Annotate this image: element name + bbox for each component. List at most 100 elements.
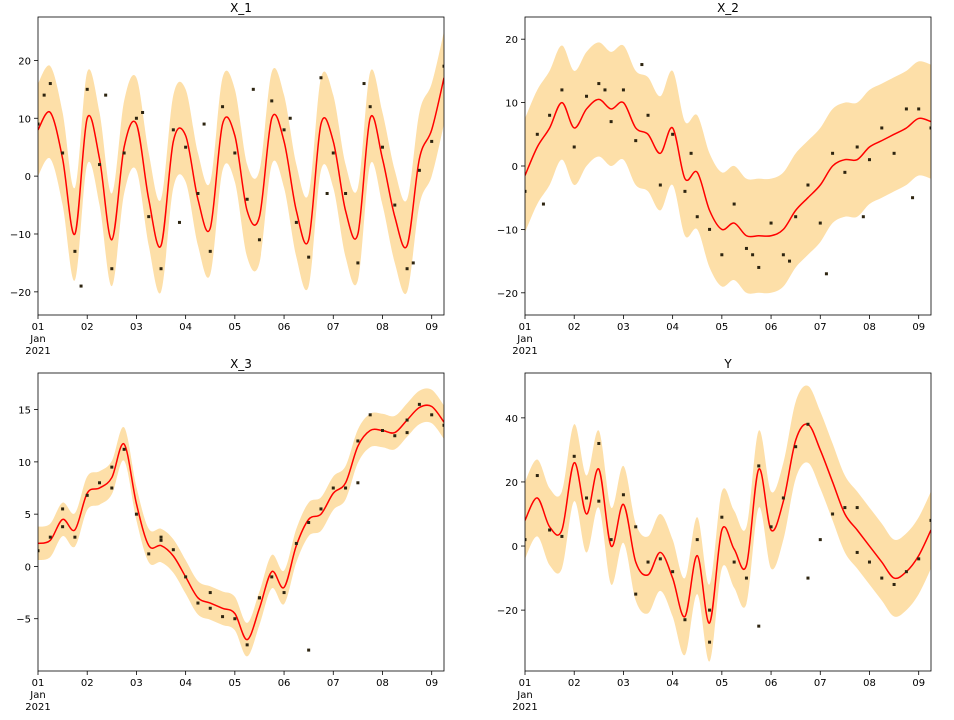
x-tick-label: 02 [568, 322, 581, 333]
x-tick-label: 01 [519, 678, 532, 689]
data-point [257, 596, 261, 600]
x-tick-label: 03 [617, 322, 630, 333]
data-point [720, 253, 724, 257]
data-point [233, 617, 237, 621]
x-tick-label: 06 [765, 678, 778, 689]
data-point [245, 643, 249, 647]
data-point [319, 76, 323, 80]
x-tick-label: 05 [715, 678, 728, 689]
data-point [929, 126, 931, 130]
data-point [368, 105, 372, 109]
data-point [79, 284, 83, 288]
data-point [818, 221, 822, 225]
x-tick-label: 07 [327, 322, 340, 333]
x-tick-label: 07 [814, 678, 827, 689]
x-tick-month: Jan [29, 334, 45, 345]
y-tick-label: −20 [10, 288, 31, 299]
data-point [548, 113, 552, 117]
data-point [184, 575, 188, 579]
data-point [683, 618, 687, 622]
x-tick-label: 04 [179, 322, 192, 333]
plot-area [38, 388, 444, 657]
x-tick-label: 06 [278, 322, 291, 333]
data-point [208, 606, 212, 610]
data-point [122, 151, 126, 155]
data-point [843, 170, 847, 174]
data-point [548, 528, 552, 532]
x-tick-label: 05 [228, 678, 241, 689]
data-point [535, 132, 539, 136]
data-point [104, 93, 108, 97]
data-point [356, 481, 360, 485]
chart-title: Y [723, 357, 732, 371]
data-point [781, 496, 785, 500]
data-point [98, 481, 102, 485]
x-tick-label: 05 [228, 322, 241, 333]
data-point [757, 265, 761, 269]
data-point [572, 454, 576, 458]
x-tick-label: 04 [666, 322, 679, 333]
data-point [61, 525, 65, 529]
x-tick-month: Jan [516, 690, 532, 701]
plot-area [525, 385, 931, 662]
data-point [818, 538, 822, 542]
data-point [368, 413, 372, 417]
x-tick-label: 01 [32, 322, 45, 333]
y-tick-label: −20 [497, 606, 518, 617]
x-tick-label: 09 [425, 678, 438, 689]
data-point [597, 441, 601, 445]
data-point [609, 120, 613, 124]
data-point [744, 576, 748, 580]
data-point [442, 64, 444, 68]
y-tick-label: −20 [497, 289, 518, 300]
x-tick-month: Jan [29, 690, 45, 701]
data-point [221, 615, 225, 619]
data-point [843, 506, 847, 510]
data-point [331, 486, 335, 490]
data-point [757, 464, 761, 468]
data-point [38, 122, 40, 126]
data-point [73, 249, 77, 253]
data-point [147, 215, 151, 219]
confidence-band [525, 42, 931, 294]
data-point [861, 215, 865, 219]
confidence-band [38, 388, 444, 657]
data-point [171, 548, 175, 552]
data-point [196, 191, 200, 195]
data-point [609, 538, 613, 542]
data-point [110, 465, 114, 469]
x-tick-label: 03 [130, 322, 143, 333]
data-point [658, 183, 662, 187]
x-tick-year: 2021 [512, 702, 537, 713]
data-point [769, 221, 773, 225]
data-point [110, 267, 114, 271]
data-point [202, 122, 206, 126]
data-point [732, 202, 736, 206]
x-tick-label: 09 [425, 322, 438, 333]
data-point [288, 116, 292, 120]
data-point [708, 640, 712, 644]
data-point [855, 550, 859, 554]
data-point [744, 246, 748, 250]
y-tick-label: −5 [16, 615, 31, 626]
data-point [245, 197, 249, 201]
data-point [417, 168, 421, 172]
data-point [134, 116, 138, 120]
data-point [251, 87, 255, 91]
data-point [307, 255, 311, 259]
data-point [732, 560, 736, 564]
data-point [658, 557, 662, 561]
data-point [147, 552, 151, 556]
plot-area [38, 31, 444, 295]
data-point [184, 145, 188, 149]
axes-frame [37, 372, 445, 672]
x-tick-label: 05 [715, 322, 728, 333]
y-tick-label: 20 [18, 56, 31, 67]
chart-title: X_2 [717, 1, 739, 15]
data-point [585, 94, 589, 98]
data-point [294, 220, 298, 224]
data-point [208, 591, 212, 595]
data-point [892, 151, 896, 155]
data-point [855, 506, 859, 510]
